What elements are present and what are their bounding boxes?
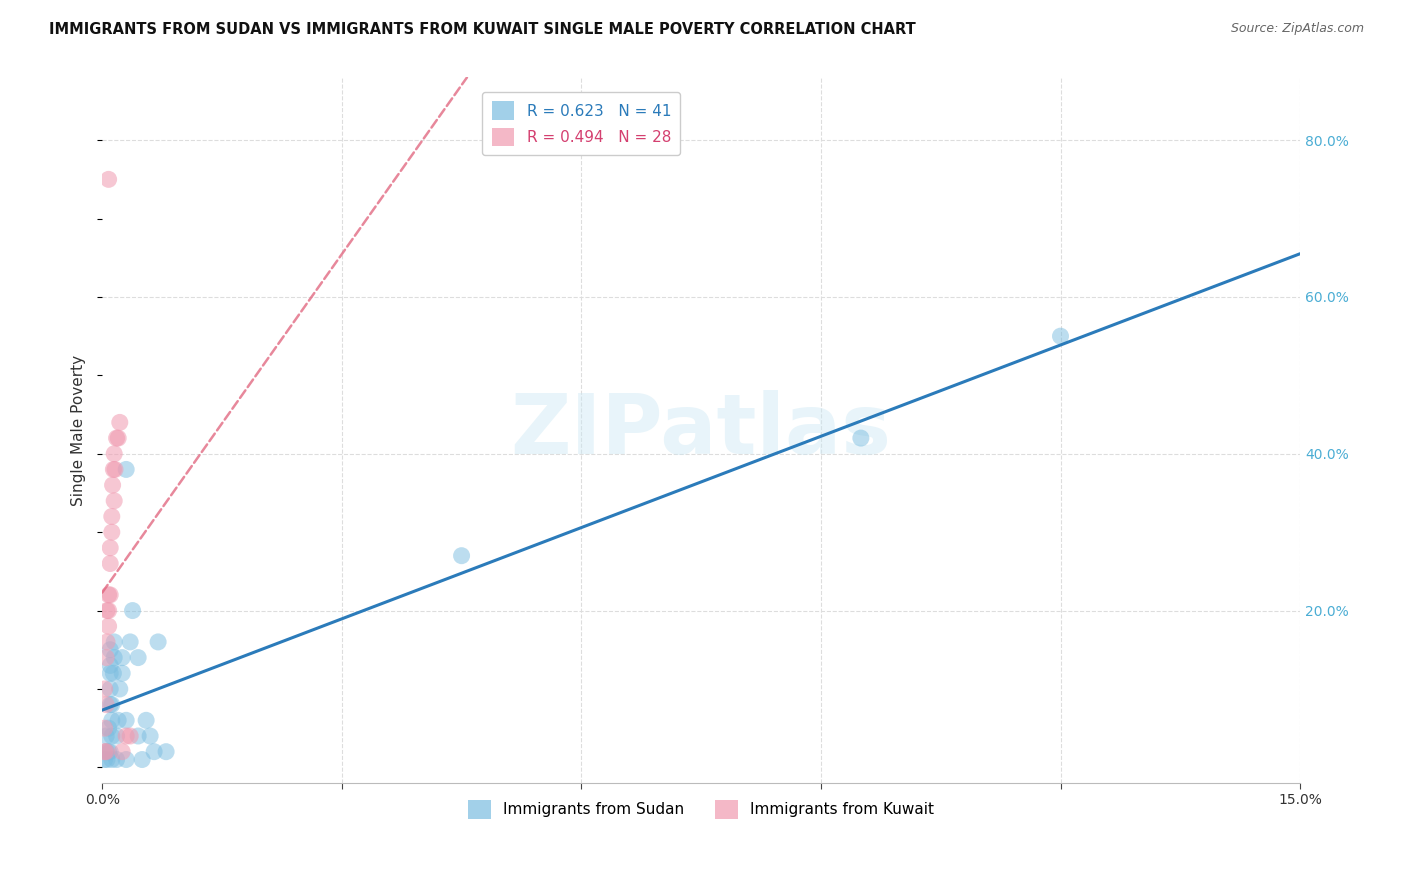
- Point: [97, 588, 120, 602]
- Point: [98, 745, 121, 759]
- Point: [105, 752, 128, 766]
- Point: [111, 650, 134, 665]
- Point: [146, 635, 169, 649]
- Point: [111, 745, 134, 759]
- Point: [450, 549, 472, 563]
- Point: [93, 745, 115, 759]
- Point: [97, 721, 120, 735]
- Point: [101, 714, 124, 728]
- Legend: Immigrants from Sudan, Immigrants from Kuwait: Immigrants from Sudan, Immigrants from K…: [463, 794, 941, 825]
- Point: [97, 745, 120, 759]
- Point: [107, 431, 129, 445]
- Point: [96, 698, 118, 712]
- Point: [1049, 329, 1071, 343]
- Point: [96, 650, 118, 665]
- Point: [115, 752, 138, 766]
- Point: [103, 462, 125, 476]
- Point: [97, 172, 120, 186]
- Point: [93, 752, 115, 766]
- Point: [98, 666, 121, 681]
- Point: [96, 752, 118, 766]
- Point: [101, 698, 124, 712]
- Point: [98, 642, 121, 657]
- Point: [98, 681, 121, 696]
- Point: [101, 525, 124, 540]
- Point: [103, 666, 125, 681]
- Point: [103, 447, 125, 461]
- Point: [108, 416, 131, 430]
- Point: [98, 658, 121, 673]
- Point: [105, 431, 128, 445]
- Point: [103, 493, 125, 508]
- Point: [93, 681, 115, 696]
- Point: [101, 729, 124, 743]
- Point: [115, 729, 138, 743]
- Point: [120, 729, 142, 743]
- Point: [105, 729, 128, 743]
- Point: [143, 745, 166, 759]
- Text: ZIPatlas: ZIPatlas: [510, 390, 891, 471]
- Point: [115, 462, 138, 476]
- Point: [107, 714, 129, 728]
- Point: [103, 650, 125, 665]
- Point: [97, 603, 120, 617]
- Point: [111, 666, 134, 681]
- Point: [101, 478, 124, 492]
- Point: [96, 729, 118, 743]
- Point: [98, 541, 121, 555]
- Point: [115, 714, 138, 728]
- Point: [120, 635, 142, 649]
- Point: [127, 729, 149, 743]
- Point: [98, 557, 121, 571]
- Text: Source: ZipAtlas.com: Source: ZipAtlas.com: [1230, 22, 1364, 36]
- Point: [97, 619, 120, 633]
- Point: [101, 509, 124, 524]
- Point: [98, 588, 121, 602]
- Point: [131, 752, 153, 766]
- Point: [96, 745, 118, 759]
- Point: [104, 462, 127, 476]
- Point: [127, 650, 149, 665]
- Point: [139, 729, 162, 743]
- Point: [103, 635, 125, 649]
- Point: [155, 745, 177, 759]
- Point: [108, 681, 131, 696]
- Y-axis label: Single Male Poverty: Single Male Poverty: [72, 355, 86, 506]
- Point: [849, 431, 872, 445]
- Point: [96, 635, 118, 649]
- Point: [96, 603, 118, 617]
- Point: [135, 714, 157, 728]
- Text: IMMIGRANTS FROM SUDAN VS IMMIGRANTS FROM KUWAIT SINGLE MALE POVERTY CORRELATION : IMMIGRANTS FROM SUDAN VS IMMIGRANTS FROM…: [49, 22, 915, 37]
- Point: [121, 603, 143, 617]
- Point: [98, 698, 121, 712]
- Point: [96, 745, 118, 759]
- Point: [93, 721, 115, 735]
- Point: [101, 752, 124, 766]
